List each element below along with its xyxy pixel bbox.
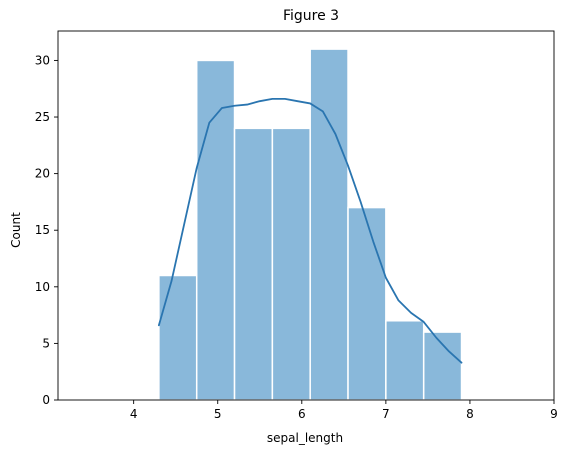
ticks-layer: 4 5 6 7 8 9 0 5 10 15 20 25 30	[35, 53, 558, 421]
chart-title: Figure 3	[283, 8, 339, 24]
axes-layer	[57, 30, 555, 401]
x-tick-label: 6	[298, 407, 306, 421]
histogram-bar-1	[158, 274, 198, 401]
x-axis-label: sepal_length	[267, 431, 343, 445]
histogram-bar-7	[385, 320, 425, 401]
plot-frame	[57, 30, 555, 401]
y-tick-label: 20	[35, 167, 50, 181]
y-tick-label: 30	[35, 53, 50, 67]
x-tick-label: 9	[550, 407, 558, 421]
y-tick-label: 25	[35, 110, 50, 124]
kde-line	[157, 98, 463, 364]
x-tick-label: 4	[130, 407, 138, 421]
histogram-bar-2	[195, 59, 236, 401]
y-tick-label: 15	[35, 223, 50, 237]
y-tick-label: 0	[42, 393, 50, 407]
bars-layer	[158, 48, 463, 401]
histogram-bar-6	[347, 206, 387, 401]
x-tick-label: 8	[466, 407, 474, 421]
x-tick-label: 5	[214, 407, 222, 421]
kde-layer	[157, 98, 463, 364]
histogram-bar-4	[271, 127, 311, 401]
y-tick-label: 5	[42, 336, 50, 350]
histogram-bar-8	[422, 331, 463, 401]
histogram-bar-5	[309, 48, 349, 401]
y-axis-label: Count	[9, 212, 23, 248]
x-tick-label: 7	[382, 407, 390, 421]
y-tick-label: 10	[35, 280, 50, 294]
histogram-bar-3	[233, 127, 274, 401]
